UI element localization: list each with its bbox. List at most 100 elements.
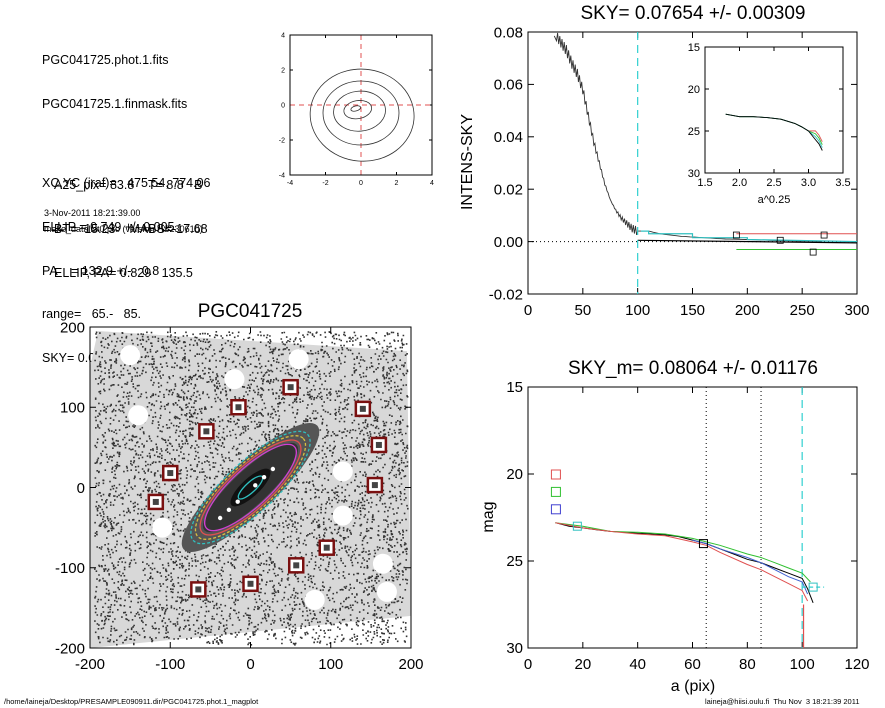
info-line: ELLIP = 0.749 +/- 0.005	[42, 219, 175, 234]
mag-ytick-label: 15	[506, 379, 523, 396]
mag-marker	[698, 539, 708, 549]
mag-ytick-label: 20	[506, 466, 523, 483]
sky-step-line	[640, 230, 858, 243]
mag-marker	[572, 521, 582, 531]
mag-ytick-label: 30	[506, 640, 523, 657]
star-core	[293, 562, 300, 569]
mask-hole	[128, 405, 149, 426]
mag-plot-xlabel: a (pix)	[671, 678, 715, 695]
contour-xtick-label: -2	[322, 180, 328, 187]
mask-hole	[288, 349, 309, 370]
contour-line	[343, 100, 373, 120]
mask-hole	[332, 461, 353, 482]
inset-ytick-label: 15	[688, 42, 700, 54]
mask-hole	[376, 581, 397, 602]
contour-line	[322, 80, 400, 146]
info-program: make_datalist0.pro (version HS230610)	[44, 224, 203, 234]
sample-dot	[253, 483, 258, 488]
image-ytick-label: 200	[60, 319, 85, 336]
contour-line	[309, 68, 415, 162]
mag-plot-title: SKY_m= 0.08064 +/- 0.01176	[568, 358, 818, 379]
mask-hole	[120, 345, 141, 366]
mask-hole	[224, 369, 245, 390]
contour-xtick-label: 2	[395, 180, 399, 187]
image-ytick-label: 100	[60, 400, 85, 417]
mask-hole	[152, 517, 173, 538]
contour-line	[333, 90, 386, 132]
info-line: PA = 132.9 +/- 0.8	[42, 263, 160, 278]
inset-xtick-label: 2.0	[732, 177, 747, 189]
star-core	[195, 586, 202, 593]
mask-hole	[332, 505, 353, 526]
star-core	[247, 580, 254, 587]
mag-xtick-label: 80	[739, 656, 756, 673]
image-ytick-label: -100	[55, 560, 85, 577]
mag-xtick-label: 40	[629, 656, 646, 673]
galaxy-image-plot: PGC041725 -200 -100 0 100 200 -200 -100 0 100 200	[55, 301, 424, 673]
inset-series-line	[725, 113, 823, 151]
info-line: BT= 15.23 MABS=-17.68	[54, 221, 208, 236]
sample-dot	[217, 515, 223, 521]
sky-xtick-label: 50	[574, 302, 591, 319]
image-xtick-label: 200	[398, 656, 423, 673]
info-line: range= 65.- 85.	[42, 307, 142, 322]
sky-xtick-label: 150	[680, 302, 705, 319]
mag-ytick-label: 25	[506, 553, 523, 570]
sky-xtick-label: 100	[625, 302, 650, 319]
isophote-ellipse	[194, 435, 307, 540]
info-block-1: PGC041725.phot.1.fits PGC041725.1.finmas…	[42, 24, 211, 380]
sample-dot	[235, 499, 240, 504]
mag-legend-square	[550, 469, 561, 480]
sky-xtick-label: 0	[524, 302, 532, 319]
sky-ytick-label: 0.06	[494, 77, 523, 94]
sample-dot	[261, 474, 267, 480]
inset-ytick-label: 30	[688, 168, 700, 180]
footer-right: laineja@hiisi.oulu.fi Thu Nov 3 18:21:39…	[705, 697, 860, 706]
inset-xlabel: a^0.25	[758, 194, 791, 206]
mag-xtick-label: 0	[524, 656, 532, 673]
sky-ytick-label: 0.04	[494, 129, 523, 146]
info-date: 3-Nov-2011 18:21:39.00	[44, 208, 141, 218]
mag-marker	[808, 582, 818, 592]
mag-legend-square	[550, 486, 561, 497]
info-line: PGC041725.1.finmask.fits	[42, 96, 188, 111]
star-core	[235, 404, 242, 411]
sky-xtick-label: 250	[790, 302, 815, 319]
sky-plot-ylabel: INTENS-SKY	[459, 114, 476, 210]
sky-xtick-label: 200	[735, 302, 760, 319]
contour-ytick-label: 4	[281, 32, 285, 39]
mag-legend-square	[550, 504, 561, 515]
sky-point	[776, 236, 784, 244]
star-core	[287, 384, 294, 391]
sky-xtick-label: 300	[844, 302, 869, 319]
isophote-ellipse	[199, 439, 302, 536]
image-ytick-label: -200	[55, 640, 85, 657]
sample-dot	[226, 507, 232, 513]
mag-xtick-label: 60	[684, 656, 701, 673]
sky-profile-line	[553, 32, 822, 242]
inset-ytick-label: 20	[688, 84, 700, 96]
inset-xtick-label: 2.5	[766, 177, 781, 189]
info-line: XC,YC (iraf)= 475.54, 774.06	[42, 175, 211, 190]
image-xtick-label: -200	[75, 656, 105, 673]
inset-xtick-label: 1.5	[697, 177, 712, 189]
star-core	[359, 405, 366, 412]
sky-point	[820, 231, 828, 239]
mag-xtick-label: 20	[574, 656, 591, 673]
star-core	[167, 470, 174, 477]
sky-ytick-label: 0.02	[494, 181, 523, 198]
contour-xtick-label: -4	[287, 180, 293, 187]
isophote-ellipse	[190, 430, 311, 545]
mag-plot: SKY_m= 0.08064 +/- 0.01176 a (pix) mag 0…	[480, 358, 870, 695]
inset-frame	[704, 46, 844, 174]
footer-left: /home/laineja/Desktop/PRESAMPLE090911.di…	[4, 697, 259, 706]
sky-point	[732, 231, 740, 239]
contour-ytick-label: 2	[281, 67, 285, 74]
contour-ytick-label: -2	[279, 137, 285, 144]
inset-ytick-label: 25	[688, 126, 700, 138]
mag-xtick-label: 120	[844, 656, 869, 673]
image-plot-title: PGC041725	[198, 301, 303, 322]
info-line: A25_pix= 83.8 T= 8.8 B	[54, 178, 203, 193]
sky-ytick-label: 0.08	[494, 24, 523, 41]
